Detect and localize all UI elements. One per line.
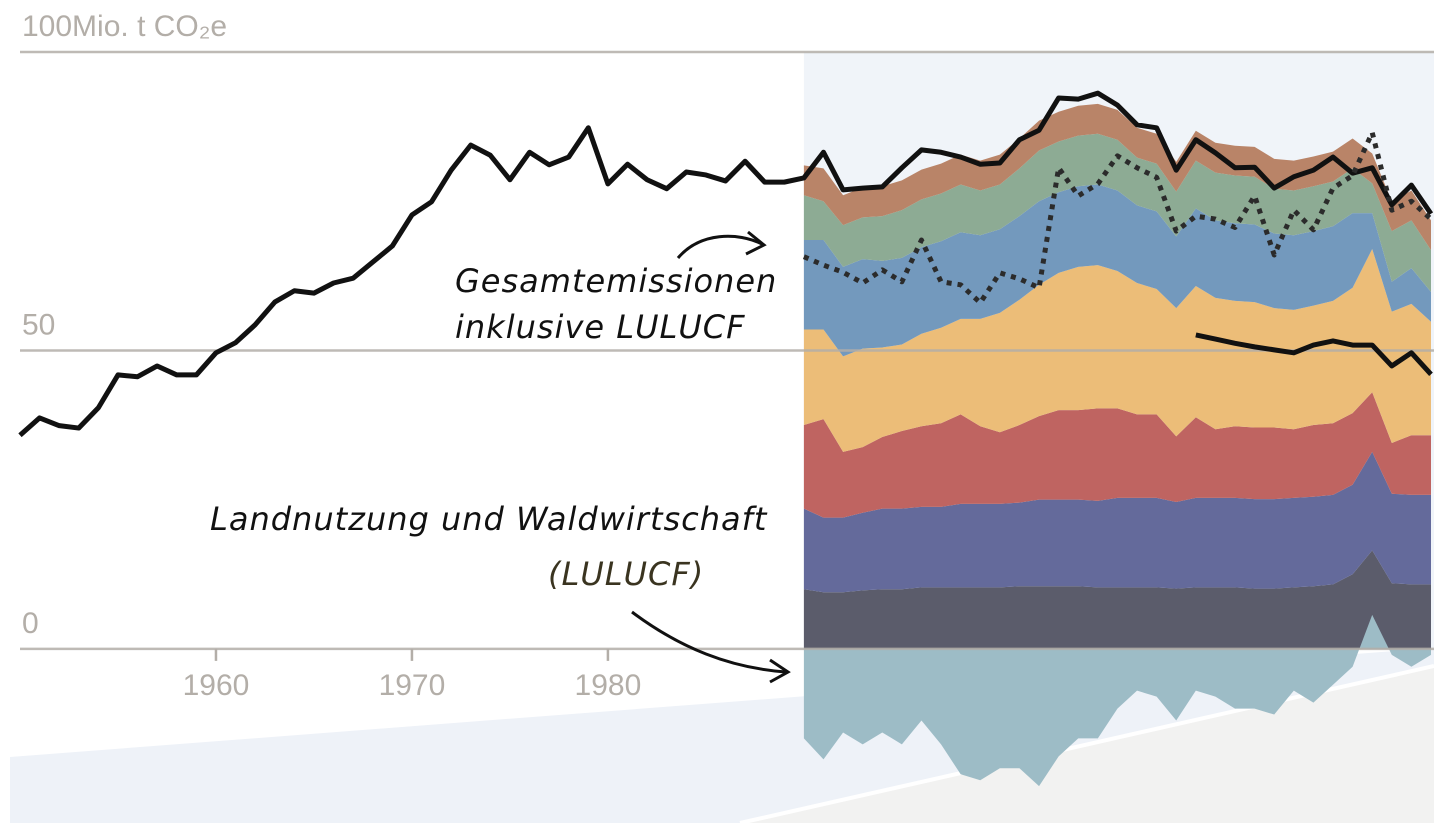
arrow-head	[745, 230, 767, 256]
annotation-arrow	[631, 610, 787, 674]
text-layer: Gesamtemissionen inklusive LULUCF Landnu…	[210, 230, 791, 684]
annotation-text: Landnutzung und Waldwirtschaft	[210, 500, 768, 538]
stack-area	[803, 184, 1431, 357]
annotation-arrow	[676, 234, 763, 259]
stack-area	[803, 392, 1431, 518]
y-tick-label: 100Mio. t CO₂e	[22, 10, 227, 43]
stack-area	[803, 133, 1431, 292]
line-layer	[18, 90, 1434, 438]
annotation-text: inklusive LULUCF	[455, 308, 745, 346]
series-line	[1195, 332, 1433, 377]
annotation-text: (LULUCF)	[548, 555, 704, 593]
annotation-text: Gesamtemissionen	[455, 262, 777, 300]
x-tick-label: 1980	[575, 669, 642, 702]
x-tick-label: 1970	[379, 669, 446, 702]
x-tick-label: 1960	[183, 669, 250, 702]
series-line	[802, 130, 1433, 306]
y-tick-label: 0	[22, 607, 39, 640]
grid-layer: 0 50 100Mio. t CO₂e 1960 1970 1980	[20, 10, 1434, 702]
y-tick-label: 50	[22, 308, 55, 341]
arrow-head	[769, 658, 791, 684]
stack-area	[803, 451, 1431, 593]
lulucf-area	[803, 614, 1431, 787]
stack-area	[803, 103, 1431, 251]
series-line	[18, 90, 1434, 438]
stack-area	[803, 550, 1431, 649]
